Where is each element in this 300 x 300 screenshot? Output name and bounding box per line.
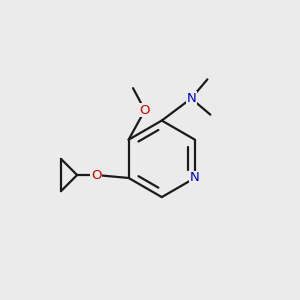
Text: N: N <box>186 92 196 105</box>
Text: O: O <box>140 104 150 117</box>
Text: O: O <box>91 169 101 182</box>
Text: N: N <box>190 172 200 184</box>
